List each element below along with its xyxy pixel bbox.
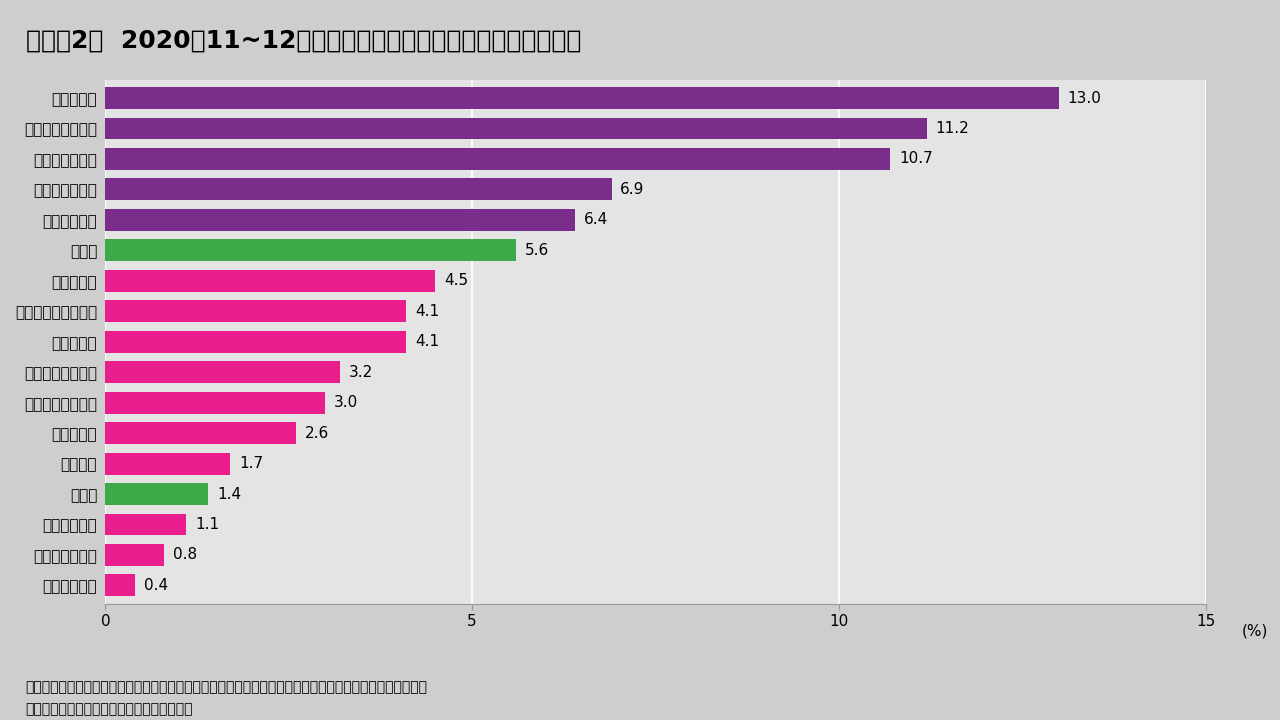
Bar [105, 513, 186, 536]
Text: 0.8: 0.8 [173, 547, 197, 562]
Text: （出所）ブルームバーグよりインベスコ作成: （出所）ブルームバーグよりインベスコ作成 [26, 702, 193, 716]
Bar [105, 483, 209, 505]
Bar [105, 392, 325, 413]
Text: （図表2）  2020年11~12月における主要国通貨の対ドルでの騰落率: （図表2） 2020年11~12月における主要国通貨の対ドルでの騰落率 [26, 29, 581, 53]
Text: 5.6: 5.6 [525, 243, 549, 258]
Text: 1.4: 1.4 [216, 487, 241, 502]
Text: 6.9: 6.9 [621, 182, 645, 197]
Text: 4.1: 4.1 [415, 334, 439, 349]
Text: 1.7: 1.7 [239, 456, 264, 471]
Bar [105, 361, 340, 383]
Text: (%): (%) [1242, 624, 1268, 639]
Bar [105, 575, 134, 596]
Bar [105, 300, 406, 323]
Bar [105, 544, 164, 566]
Text: 1.1: 1.1 [195, 517, 219, 532]
Bar [105, 330, 406, 353]
Text: 0.4: 0.4 [143, 578, 168, 593]
Text: 6.4: 6.4 [584, 212, 608, 228]
Text: 3.2: 3.2 [349, 365, 374, 379]
Text: 2.6: 2.6 [305, 426, 329, 441]
Text: 11.2: 11.2 [936, 121, 969, 136]
Bar [105, 117, 927, 140]
Bar [105, 422, 296, 444]
Bar [105, 240, 516, 261]
Bar [105, 209, 575, 231]
Text: 4.1: 4.1 [415, 304, 439, 319]
Bar [105, 148, 890, 170]
Text: 10.7: 10.7 [899, 151, 933, 166]
Bar [105, 87, 1059, 109]
Bar [105, 270, 435, 292]
Text: 4.5: 4.5 [444, 274, 468, 288]
Bar [105, 453, 230, 474]
Text: 13.0: 13.0 [1068, 91, 1102, 106]
Bar [105, 179, 612, 200]
Text: 3.0: 3.0 [334, 395, 358, 410]
Text: （注）棒グラフの紫色はアジア以外の新興国を、赤色はアジア新興国を、緑色は先進国を、それぞれ表す。: （注）棒グラフの紫色はアジア以外の新興国を、赤色はアジア新興国を、緑色は先進国を… [26, 680, 428, 694]
